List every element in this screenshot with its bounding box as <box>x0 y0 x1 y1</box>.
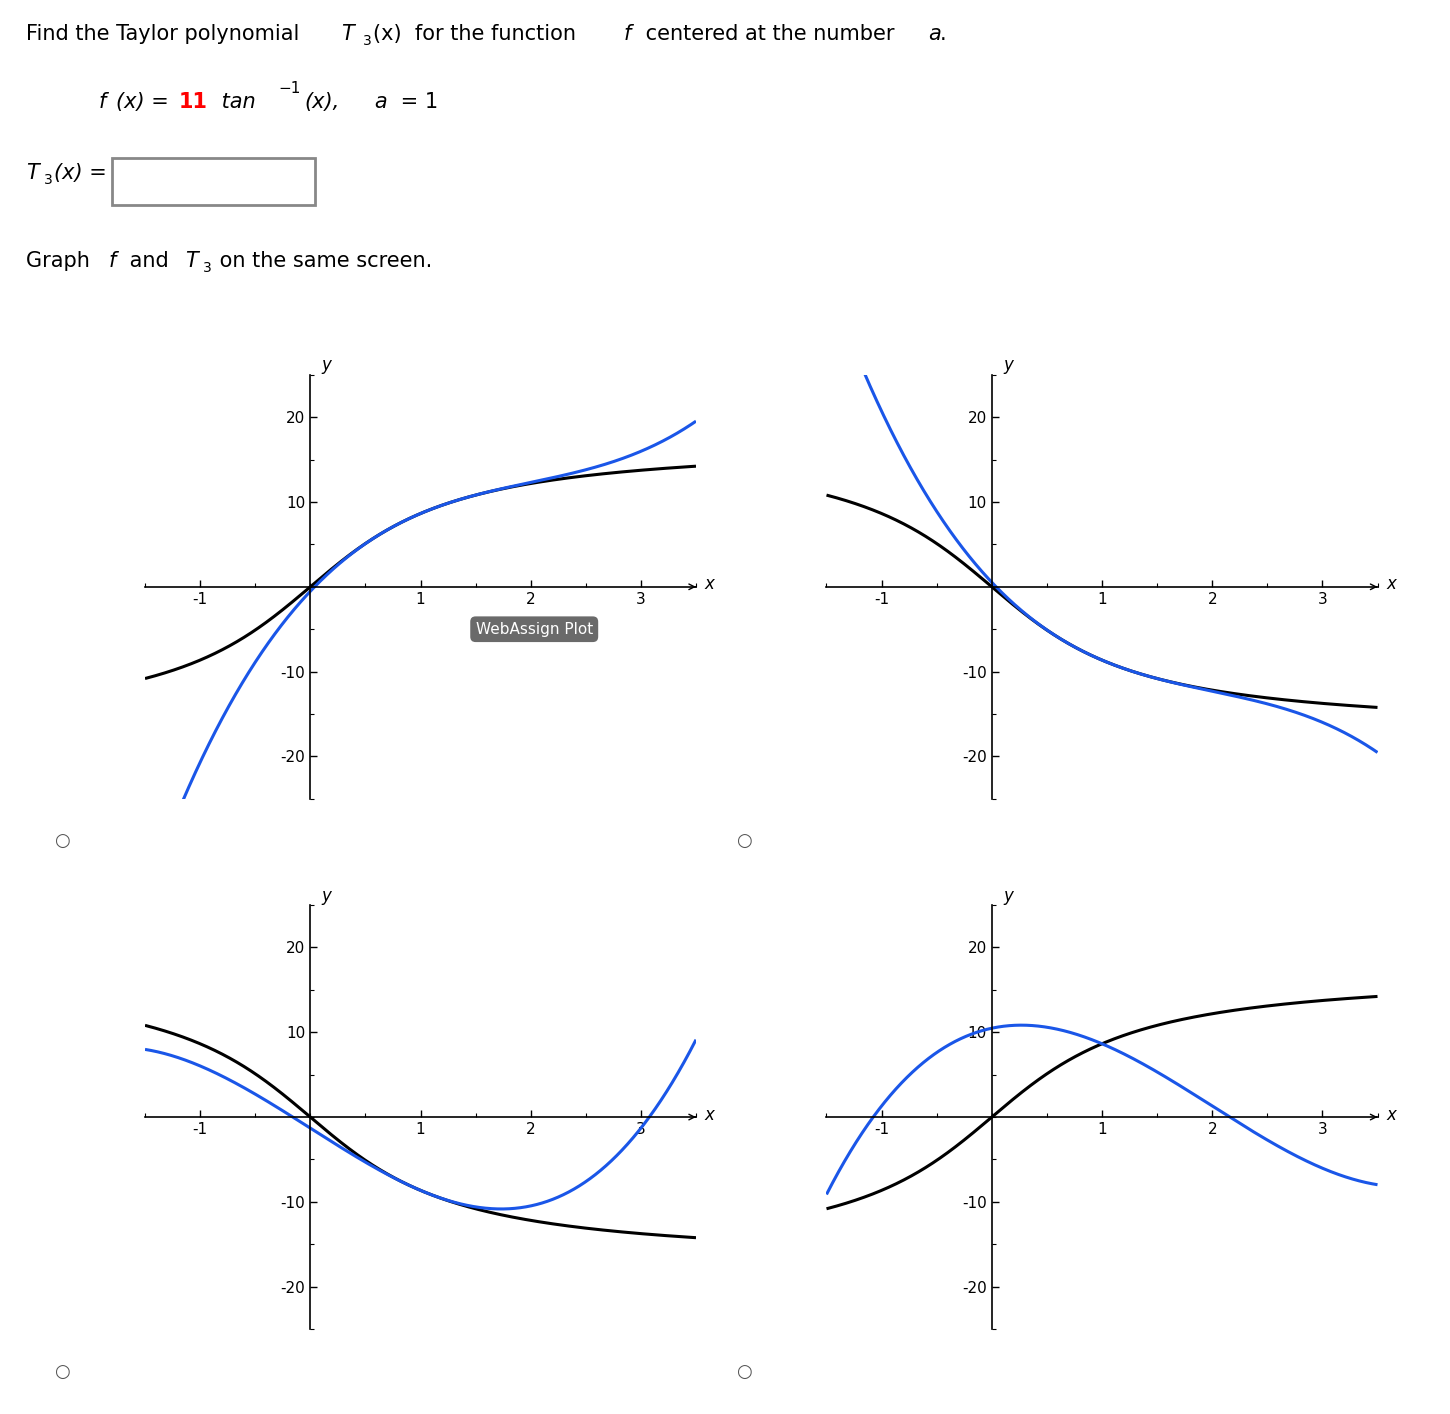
Text: y: y <box>322 356 332 375</box>
Text: ○: ○ <box>55 833 70 850</box>
Text: 3: 3 <box>203 262 212 276</box>
Text: (x) =: (x) = <box>54 163 106 182</box>
Text: .: . <box>940 24 947 44</box>
Text: f: f <box>109 252 116 271</box>
Text: Find the Taylor polynomial: Find the Taylor polynomial <box>26 24 313 44</box>
Text: −1: −1 <box>278 82 300 96</box>
Text: a: a <box>928 24 941 44</box>
FancyBboxPatch shape <box>112 158 315 205</box>
Text: x: x <box>705 575 715 594</box>
Text: 3: 3 <box>362 34 371 48</box>
Text: = 1: = 1 <box>394 92 438 112</box>
Text: (x)  for the function: (x) for the function <box>373 24 583 44</box>
Text: y: y <box>322 887 332 905</box>
Text: and: and <box>123 252 175 271</box>
Text: T: T <box>341 24 354 44</box>
Text: 11: 11 <box>178 92 207 112</box>
Text: T: T <box>26 163 39 182</box>
Text: Graph: Graph <box>26 252 97 271</box>
Text: tan: tan <box>215 92 255 112</box>
Text: ○: ○ <box>737 1363 751 1380</box>
Text: x: x <box>1386 1106 1396 1124</box>
Text: f: f <box>624 24 631 44</box>
Text: x: x <box>1386 575 1396 594</box>
Text: f: f <box>99 92 106 112</box>
Text: WebAssign Plot: WebAssign Plot <box>476 622 593 636</box>
Text: ○: ○ <box>55 1363 70 1380</box>
Text: x: x <box>705 1106 715 1124</box>
Text: a: a <box>355 92 387 112</box>
Text: ○: ○ <box>737 833 751 850</box>
Text: (x),: (x), <box>304 92 339 112</box>
Text: 3: 3 <box>44 173 52 187</box>
Text: y: y <box>1003 356 1014 375</box>
Text: centered at the number: centered at the number <box>639 24 902 44</box>
Text: (x) =: (x) = <box>116 92 175 112</box>
Text: T: T <box>186 252 199 271</box>
Text: y: y <box>1003 887 1014 905</box>
Text: on the same screen.: on the same screen. <box>213 252 432 271</box>
